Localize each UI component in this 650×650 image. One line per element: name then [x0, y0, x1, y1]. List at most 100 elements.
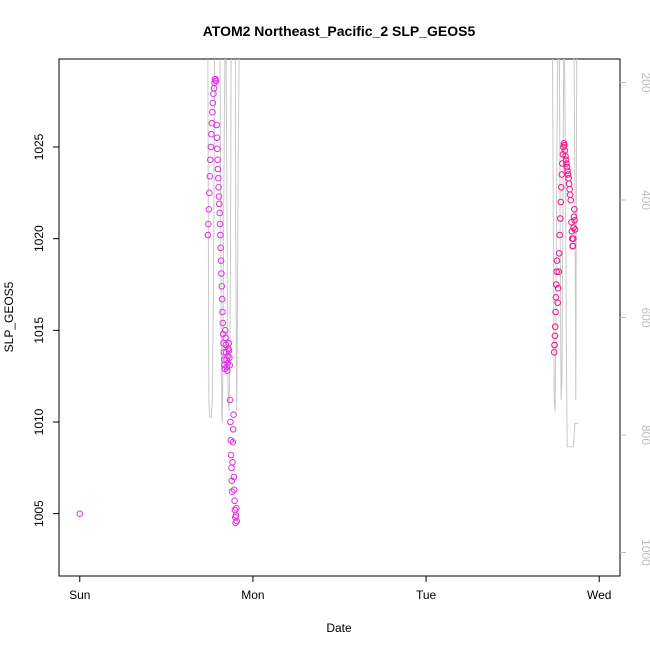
- data-point-1-8: [553, 257, 561, 265]
- data-point-1-39: [569, 242, 577, 250]
- data-point-0-5: [206, 173, 214, 180]
- data-point-0-33: [218, 283, 226, 290]
- data-point-0-30: [217, 244, 224, 252]
- data-point-0-61: [228, 464, 235, 472]
- data-point-0-24: [215, 184, 222, 191]
- data-point-0-20: [214, 145, 221, 153]
- data-point-0-1: [204, 231, 212, 239]
- data-point-1-2: [551, 332, 559, 340]
- y-tick-label-1: 1010: [32, 408, 46, 435]
- data-point-1-16: [558, 184, 565, 191]
- data-point-1-40: [570, 235, 577, 242]
- data-point-1-11: [555, 268, 563, 276]
- data-point-1-3: [551, 323, 559, 331]
- data-point-0-11: [209, 99, 217, 107]
- y-tick-label-4: 1025: [32, 133, 46, 160]
- x-tick-label-0: Sun: [69, 588, 90, 602]
- data-point-0-76: [233, 517, 240, 525]
- data-point-1-17: [558, 171, 566, 178]
- data-point-0-34: [218, 295, 226, 303]
- x-tick-label-1: Mon: [241, 588, 264, 602]
- data-point-0-35: [219, 308, 226, 316]
- data-point-1-42: [570, 213, 578, 220]
- data-point-0-63: [228, 488, 236, 496]
- data-point-0-26: [216, 200, 223, 208]
- data-point-0-31: [217, 257, 225, 265]
- x-axis: Sun Mon Tue Wed: [69, 576, 611, 602]
- data-point-0-56: [226, 361, 233, 369]
- data-point-1-33: [566, 191, 574, 198]
- data-point-1-18: [559, 160, 566, 167]
- data-point-0-68: [230, 473, 238, 481]
- data-point-0-70: [231, 497, 238, 505]
- data-point-1-6: [553, 281, 560, 288]
- data-point-1-43: [571, 206, 578, 213]
- data-point-0-6: [207, 156, 214, 164]
- y2-tick-label-4: 1000: [639, 539, 650, 566]
- data-point-0-28: [216, 220, 224, 228]
- data-point-1-31: [565, 180, 573, 187]
- data-point-0-19: [213, 134, 221, 142]
- data-point-1-0: [550, 349, 558, 356]
- data-point-0-17: [212, 77, 220, 85]
- data-point-0-36: [219, 319, 227, 327]
- data-point-0-53: [225, 339, 232, 347]
- data-point-1-30: [565, 174, 572, 182]
- y-tick-label-3: 1020: [32, 225, 46, 252]
- data-point-1-28: [564, 167, 571, 175]
- gray-line-segment-1: [219, 58, 226, 424]
- data-point-1-41: [570, 224, 577, 231]
- data-point-1-13: [556, 231, 564, 239]
- y-axis-label: SLP_GEOS5: [2, 281, 16, 352]
- data-point-0-23: [215, 174, 222, 182]
- data-point-0-14: [211, 79, 218, 87]
- data-point-0-32: [218, 270, 225, 277]
- gray-line-segment-0: [207, 58, 215, 418]
- data-point-0-25: [215, 193, 223, 200]
- data-point-0-67: [230, 411, 237, 419]
- data-point-0-0: [76, 510, 84, 518]
- data-point-1-26: [563, 160, 570, 167]
- data-point-0-18: [213, 121, 220, 129]
- data-point-0-22: [214, 165, 222, 173]
- data-point-0-60: [227, 451, 235, 459]
- data-point-0-10: [209, 108, 216, 116]
- data-point-1-9: [554, 299, 562, 307]
- data-point-0-54: [225, 347, 233, 354]
- data-point-0-7: [207, 143, 215, 151]
- data-point-0-62: [228, 477, 236, 485]
- plot-frame: [58, 58, 621, 577]
- data-point-0-66: [229, 426, 237, 433]
- gray-line-segment-3: [235, 58, 240, 412]
- y-tick-label-2: 1015: [32, 317, 46, 344]
- y-tick-label-0: 1005: [32, 500, 46, 527]
- data-point-1-29: [564, 171, 572, 178]
- data-point-0-57: [226, 396, 234, 404]
- x-tick-label-3: Wed: [587, 588, 611, 602]
- data-point-0-21: [214, 156, 221, 164]
- y-axis-right: 200 400 600 800 1000: [620, 72, 650, 566]
- data-point-0-69: [230, 486, 238, 494]
- data-point-0-55: [226, 354, 233, 362]
- x-tick-label-2: Tue: [416, 588, 437, 602]
- y2-tick-label-0: 200: [639, 72, 650, 92]
- gray-line-segment-6: [564, 58, 579, 448]
- data-point-1-15: [557, 198, 565, 206]
- gray-line-segment-2: [225, 58, 232, 412]
- y2-tick-label-1: 400: [639, 190, 650, 210]
- data-point-0-29: [217, 231, 224, 239]
- y2-tick-label-2: 600: [639, 307, 650, 327]
- y-axis-left: 1005 1010 1015 1020 1025: [32, 133, 59, 527]
- x-axis-label: Date: [326, 621, 352, 635]
- data-point-0-65: [229, 438, 237, 446]
- data-point-1-12: [555, 250, 563, 257]
- data-point-0-75: [233, 504, 240, 512]
- right-axis-series-lines: [207, 58, 579, 448]
- data-point-0-8: [208, 130, 215, 138]
- data-points: [76, 75, 579, 527]
- data-point-0-59: [227, 437, 235, 444]
- data-point-1-7: [553, 268, 560, 276]
- data-point-0-58: [227, 418, 234, 426]
- chart-title: ATOM2 Northeast_Pacific_2 SLP_GEOS5: [203, 23, 476, 39]
